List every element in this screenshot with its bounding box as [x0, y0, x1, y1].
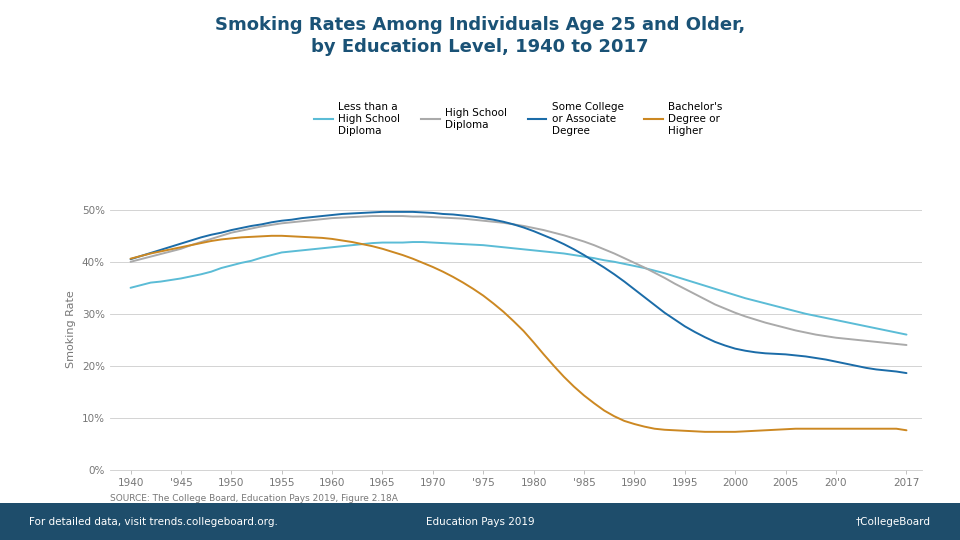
- Text: †CollegeBoard: †CollegeBoard: [856, 517, 931, 526]
- Text: Smoking Rates Among Individuals Age 25 and Older,
by Education Level, 1940 to 20: Smoking Rates Among Individuals Age 25 a…: [215, 16, 745, 56]
- Text: For detailed data, visit trends.collegeboard.org.: For detailed data, visit trends.collegeb…: [29, 517, 277, 526]
- Y-axis label: Smoking Rate: Smoking Rate: [66, 291, 76, 368]
- Legend: Less than a
High School
Diploma, High School
Diploma, Some College
or Associate
: Less than a High School Diploma, High Sc…: [314, 103, 723, 136]
- Text: Education Pays 2019: Education Pays 2019: [425, 517, 535, 526]
- Text: SOURCE: The College Board, Education Pays 2019, Figure 2.18A: SOURCE: The College Board, Education Pay…: [110, 494, 398, 503]
